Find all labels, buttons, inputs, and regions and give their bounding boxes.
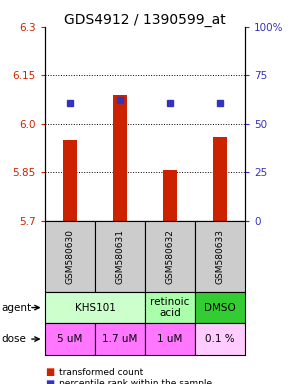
Text: 1.7 uM: 1.7 uM [102, 334, 138, 344]
Text: retinoic
acid: retinoic acid [150, 297, 190, 318]
Text: agent: agent [1, 303, 32, 313]
Text: GSM580632: GSM580632 [166, 229, 175, 284]
Text: 5 uM: 5 uM [57, 334, 83, 344]
Text: KHS101: KHS101 [75, 303, 115, 313]
Text: GSM580630: GSM580630 [66, 229, 75, 284]
Bar [63, 140, 77, 221]
Text: 1 uM: 1 uM [157, 334, 183, 344]
Text: ■: ■ [45, 367, 54, 377]
Text: 0.1 %: 0.1 % [205, 334, 235, 344]
Text: transformed count: transformed count [59, 367, 144, 377]
Bar [213, 137, 227, 221]
Text: ■: ■ [45, 379, 54, 384]
Text: GSM580633: GSM580633 [215, 229, 224, 284]
Bar [113, 95, 127, 221]
Text: DMSO: DMSO [204, 303, 236, 313]
Text: dose: dose [1, 334, 26, 344]
Text: GDS4912 / 1390599_at: GDS4912 / 1390599_at [64, 13, 226, 27]
Text: percentile rank within the sample: percentile rank within the sample [59, 379, 213, 384]
Bar [163, 170, 177, 221]
Text: GSM580631: GSM580631 [115, 229, 124, 284]
